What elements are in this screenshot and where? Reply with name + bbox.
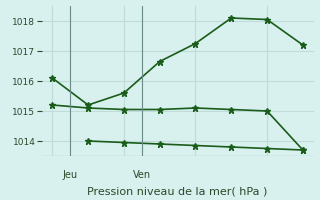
Text: Jeu: Jeu [63,170,78,180]
Text: Pression niveau de la mer( hPa ): Pression niveau de la mer( hPa ) [87,187,268,197]
Text: Ven: Ven [133,170,151,180]
